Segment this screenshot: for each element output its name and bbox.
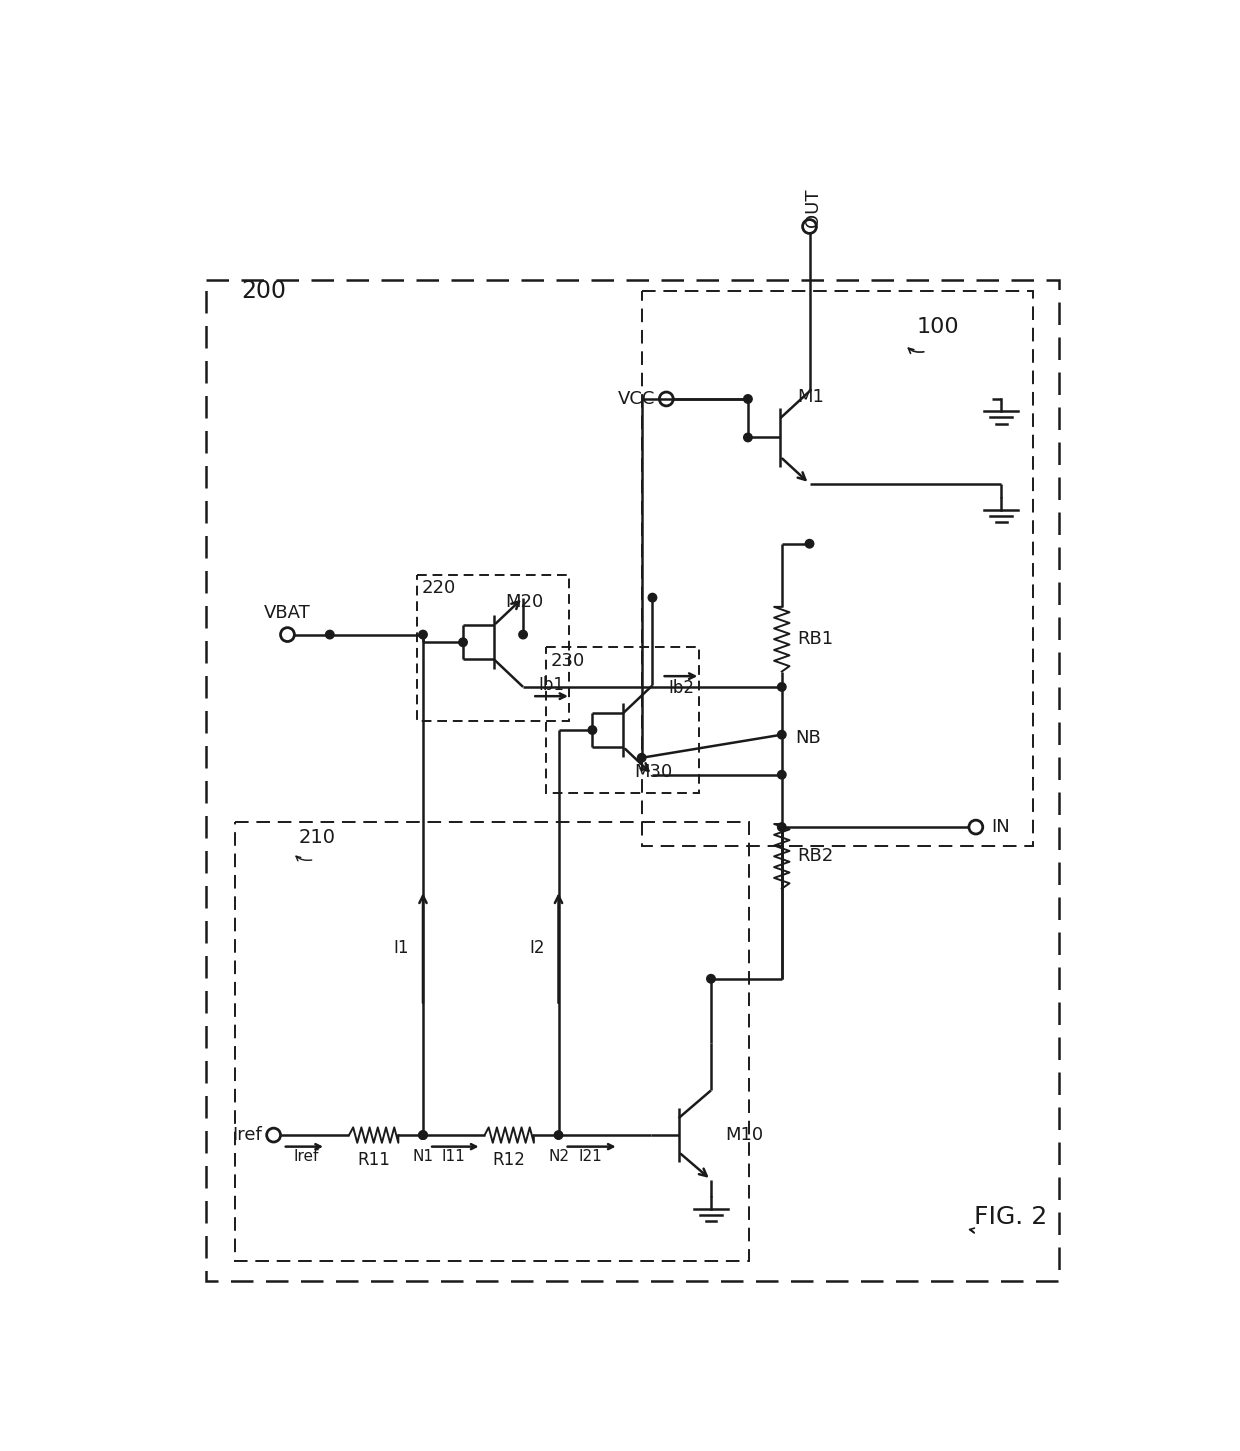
Circle shape (419, 1130, 428, 1139)
Circle shape (419, 1130, 428, 1139)
Circle shape (777, 770, 786, 779)
Text: IN: IN (991, 818, 1011, 836)
Text: I1: I1 (393, 939, 409, 958)
Text: 220: 220 (422, 579, 455, 598)
Circle shape (744, 434, 753, 441)
Circle shape (777, 683, 786, 691)
Text: I2: I2 (529, 939, 544, 958)
Text: 100: 100 (916, 316, 960, 337)
Bar (546, 647, 698, 794)
Circle shape (419, 630, 428, 638)
Circle shape (588, 726, 596, 734)
Circle shape (649, 593, 657, 602)
Circle shape (518, 630, 527, 638)
Circle shape (777, 730, 786, 739)
Text: I21: I21 (579, 1149, 603, 1164)
Text: RB2: RB2 (797, 847, 833, 865)
Text: M10: M10 (725, 1126, 763, 1143)
Circle shape (707, 975, 715, 982)
Text: Iref: Iref (293, 1149, 319, 1164)
Text: M1: M1 (797, 389, 825, 406)
Circle shape (805, 540, 813, 548)
Text: 210: 210 (299, 829, 335, 847)
Circle shape (326, 630, 334, 638)
Text: FIG. 2: FIG. 2 (975, 1206, 1048, 1229)
Text: VCC: VCC (618, 390, 655, 408)
Text: NB: NB (796, 728, 821, 747)
Text: OUT: OUT (805, 189, 822, 228)
Text: Ib2: Ib2 (668, 679, 694, 696)
Circle shape (459, 638, 467, 647)
Text: N1: N1 (413, 1149, 434, 1164)
Circle shape (554, 1130, 563, 1139)
Bar (641, 292, 1033, 846)
Bar (236, 823, 749, 1261)
Text: 230: 230 (551, 651, 585, 670)
Bar (206, 280, 1059, 1281)
Text: R11: R11 (357, 1151, 391, 1168)
Circle shape (637, 753, 646, 762)
Text: RB1: RB1 (797, 630, 833, 649)
Text: I11: I11 (441, 1149, 466, 1164)
Text: M20: M20 (506, 593, 543, 611)
Text: VBAT: VBAT (264, 604, 311, 622)
Bar (417, 575, 569, 721)
Circle shape (744, 395, 753, 403)
Text: Iref: Iref (232, 1126, 262, 1143)
Text: R12: R12 (492, 1151, 526, 1168)
Text: M30: M30 (635, 763, 673, 782)
Circle shape (777, 823, 786, 831)
Text: 200: 200 (242, 279, 286, 303)
Text: Ib1: Ib1 (538, 676, 564, 694)
Text: N2: N2 (548, 1149, 569, 1164)
